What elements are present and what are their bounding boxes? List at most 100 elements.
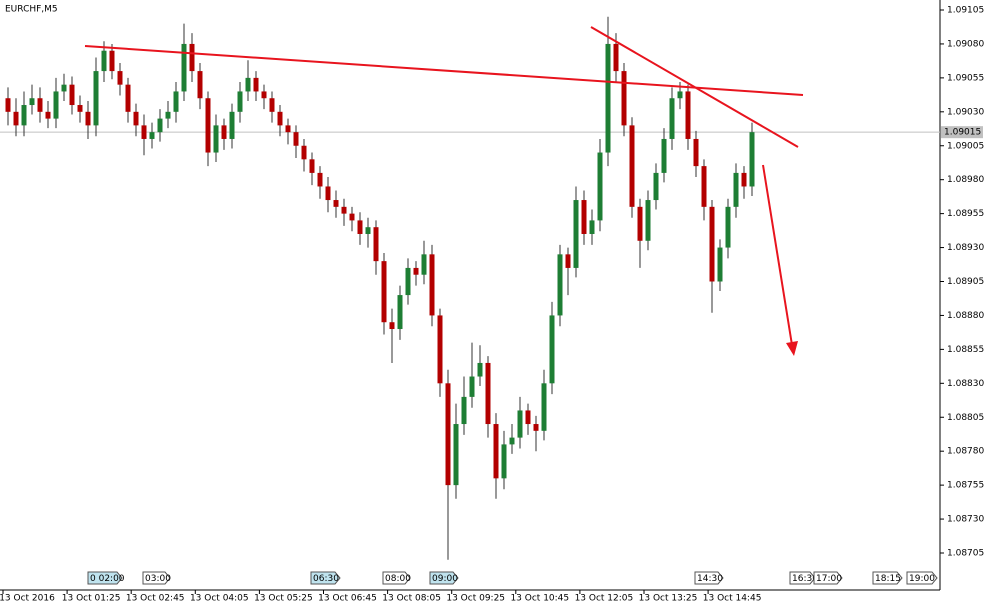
candle-body — [205, 98, 211, 153]
candle-body — [101, 50, 107, 72]
candle-body — [645, 200, 651, 241]
trendline — [590, 26, 799, 148]
candle-body — [133, 111, 139, 126]
time-marker-tag — [310, 571, 341, 585]
candle-body — [437, 315, 443, 384]
candle-body — [317, 172, 323, 187]
candle-body — [701, 166, 707, 207]
current-price-box — [941, 126, 983, 139]
x-tick-label: 13 Oct 02:45 — [126, 594, 185, 604]
x-tick-label: 13 Oct 04:05 — [190, 594, 249, 604]
candle-body — [661, 138, 667, 173]
candle-body — [429, 254, 435, 316]
chart-title: EURCHF,M5 — [5, 5, 58, 15]
x-tick-label: 13 Oct 10:45 — [510, 594, 569, 604]
candle-body — [141, 125, 147, 139]
candle-body — [5, 98, 11, 112]
y-tick-label: 1.08730 — [947, 515, 984, 525]
candle-body — [333, 200, 339, 207]
candle-body — [557, 254, 563, 316]
candle-body — [677, 91, 683, 99]
candle-body — [541, 383, 547, 431]
candle-body — [445, 383, 451, 486]
candle-body — [413, 267, 419, 275]
y-tick-label: 1.08880 — [947, 311, 984, 321]
candle-body — [245, 77, 251, 92]
candle-body — [149, 132, 155, 139]
candle-body — [421, 254, 427, 275]
candle-body — [173, 91, 179, 112]
trendlines — [84, 26, 804, 356]
candle-body — [325, 186, 331, 201]
candle-body — [741, 172, 747, 187]
y-tick-label: 1.08755 — [947, 481, 984, 491]
candle-body — [69, 84, 75, 106]
candle-body — [285, 125, 291, 133]
current-price-label: 1.09015 — [944, 128, 981, 138]
time-marker-tag — [694, 571, 724, 585]
candle-body — [565, 254, 571, 268]
candle-body — [669, 98, 675, 139]
y-tick-label: 1.08855 — [947, 345, 984, 355]
candle-body — [77, 105, 83, 112]
candle-body — [613, 43, 619, 72]
y-tick-label: 1.09030 — [947, 107, 984, 117]
time-marker-label: 08:00 — [385, 574, 411, 584]
candle-body — [389, 322, 395, 330]
candle-body — [213, 125, 219, 153]
time-marker-tag — [813, 571, 843, 585]
time-marker-label: 0 02:00 — [90, 574, 125, 584]
candle-body — [685, 91, 691, 139]
candle-body — [197, 71, 203, 99]
y-tick-label: 1.09105 — [947, 6, 984, 16]
time-marker-label: 19:00 — [909, 574, 935, 584]
candle-body — [29, 98, 35, 106]
candle-body — [293, 132, 299, 146]
candle-body — [597, 152, 603, 221]
time-marker-label: 09:00 — [432, 574, 458, 584]
candle-body — [533, 424, 539, 431]
candle-body — [629, 125, 635, 207]
time-marker-tag — [872, 571, 903, 585]
trendline — [84, 45, 804, 96]
time-marker-tag — [906, 571, 938, 585]
time-marker-label: 03:00 — [145, 574, 171, 584]
time-marker-tag — [142, 571, 171, 585]
candle-body — [13, 111, 19, 126]
candle-body — [653, 172, 659, 201]
time-marker-tag — [789, 571, 816, 585]
candle-body — [341, 206, 347, 214]
x-tick-label: 13 Oct 05:25 — [254, 594, 313, 604]
candle-body — [589, 220, 595, 234]
candle-body — [717, 247, 723, 282]
candle-body — [509, 437, 515, 445]
candle-body — [93, 71, 99, 126]
x-tick-label: 13 Oct 2016 — [0, 594, 55, 604]
candle-body — [157, 118, 163, 133]
x-tick-label: 13 Oct 06:45 — [318, 594, 377, 604]
candle-body — [125, 84, 131, 112]
time-marker-label: 18:15 — [875, 574, 901, 584]
x-tick-label: 13 Oct 09:25 — [446, 594, 505, 604]
arrow — [762, 164, 793, 346]
candle-body — [165, 111, 171, 119]
candle-body — [45, 111, 51, 119]
time-marker-label: 16:30 — [792, 574, 818, 584]
candle-body — [53, 91, 59, 119]
y-tick-label: 1.08930 — [947, 243, 984, 253]
candle-body — [733, 172, 739, 207]
candle-body — [269, 98, 275, 112]
candle-body — [693, 138, 699, 167]
candle-body — [117, 71, 123, 85]
time-marker-tag — [382, 571, 411, 585]
candle-body — [181, 43, 187, 92]
x-tick-label: 13 Oct 12:05 — [575, 594, 634, 604]
candle-body — [253, 77, 259, 92]
y-tick-label: 1.09055 — [947, 73, 984, 83]
y-tick-label: 1.09080 — [947, 39, 984, 49]
x-tick-label: 13 Oct 13:25 — [639, 594, 698, 604]
x-tick-label: 13 Oct 01:25 — [62, 594, 121, 604]
candle-body — [301, 145, 307, 160]
